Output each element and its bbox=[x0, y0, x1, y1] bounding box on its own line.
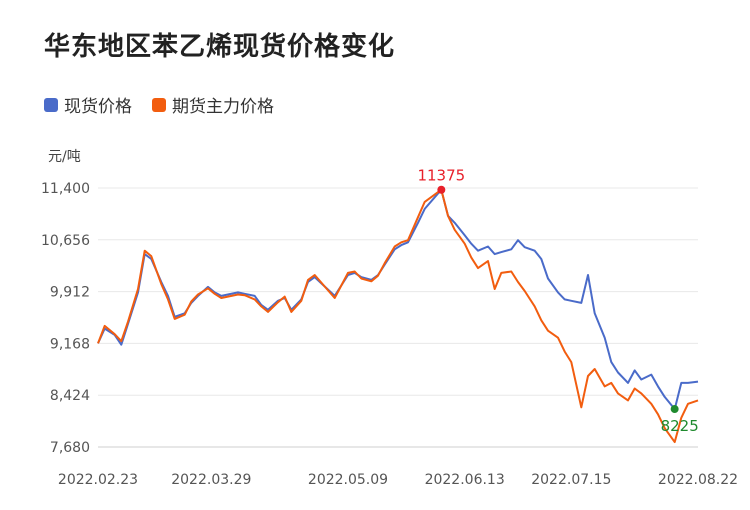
y-tick-label: 10,656 bbox=[41, 233, 90, 249]
x-tick-label: 2022.03.29 bbox=[171, 472, 251, 488]
futures-price-line bbox=[97, 188, 699, 444]
annotation-label: 8225 bbox=[661, 417, 699, 435]
legend-label-futures: 期货主力价格 bbox=[172, 97, 274, 117]
spot-price-line bbox=[97, 188, 699, 411]
x-tick-label: 2022.08.22 bbox=[658, 472, 738, 488]
legend-item-spot[interactable]: 现货价格 bbox=[44, 92, 132, 117]
legend-swatch-spot bbox=[44, 97, 58, 112]
y-tick-label: 8,424 bbox=[50, 388, 90, 404]
x-tick-label: 2022.06.13 bbox=[425, 472, 505, 488]
annotation-label: 11375 bbox=[417, 167, 465, 185]
legend-item-futures[interactable]: 期货主力价格 bbox=[152, 92, 274, 117]
y-axis-unit: 元/吨 bbox=[48, 149, 81, 165]
legend-label-spot: 现货价格 bbox=[64, 97, 132, 117]
y-tick-label: 11,400 bbox=[41, 181, 90, 197]
legend: 现货价格 期货主力价格 bbox=[44, 92, 274, 117]
x-tick-label: 2022.05.09 bbox=[308, 472, 388, 488]
y-tick-label: 7,680 bbox=[50, 440, 90, 456]
chart-title: 华东地区苯乙烯现货价格变化 bbox=[44, 32, 396, 62]
y-tick-label: 9,912 bbox=[50, 285, 90, 301]
annotation-dot bbox=[670, 405, 679, 414]
legend-swatch-futures bbox=[152, 97, 166, 112]
x-tick-label: 2022.07.15 bbox=[531, 472, 611, 488]
y-tick-label: 9,168 bbox=[50, 336, 90, 352]
annotation-dot bbox=[437, 185, 446, 194]
x-tick-label: 2022.02.23 bbox=[58, 472, 138, 488]
